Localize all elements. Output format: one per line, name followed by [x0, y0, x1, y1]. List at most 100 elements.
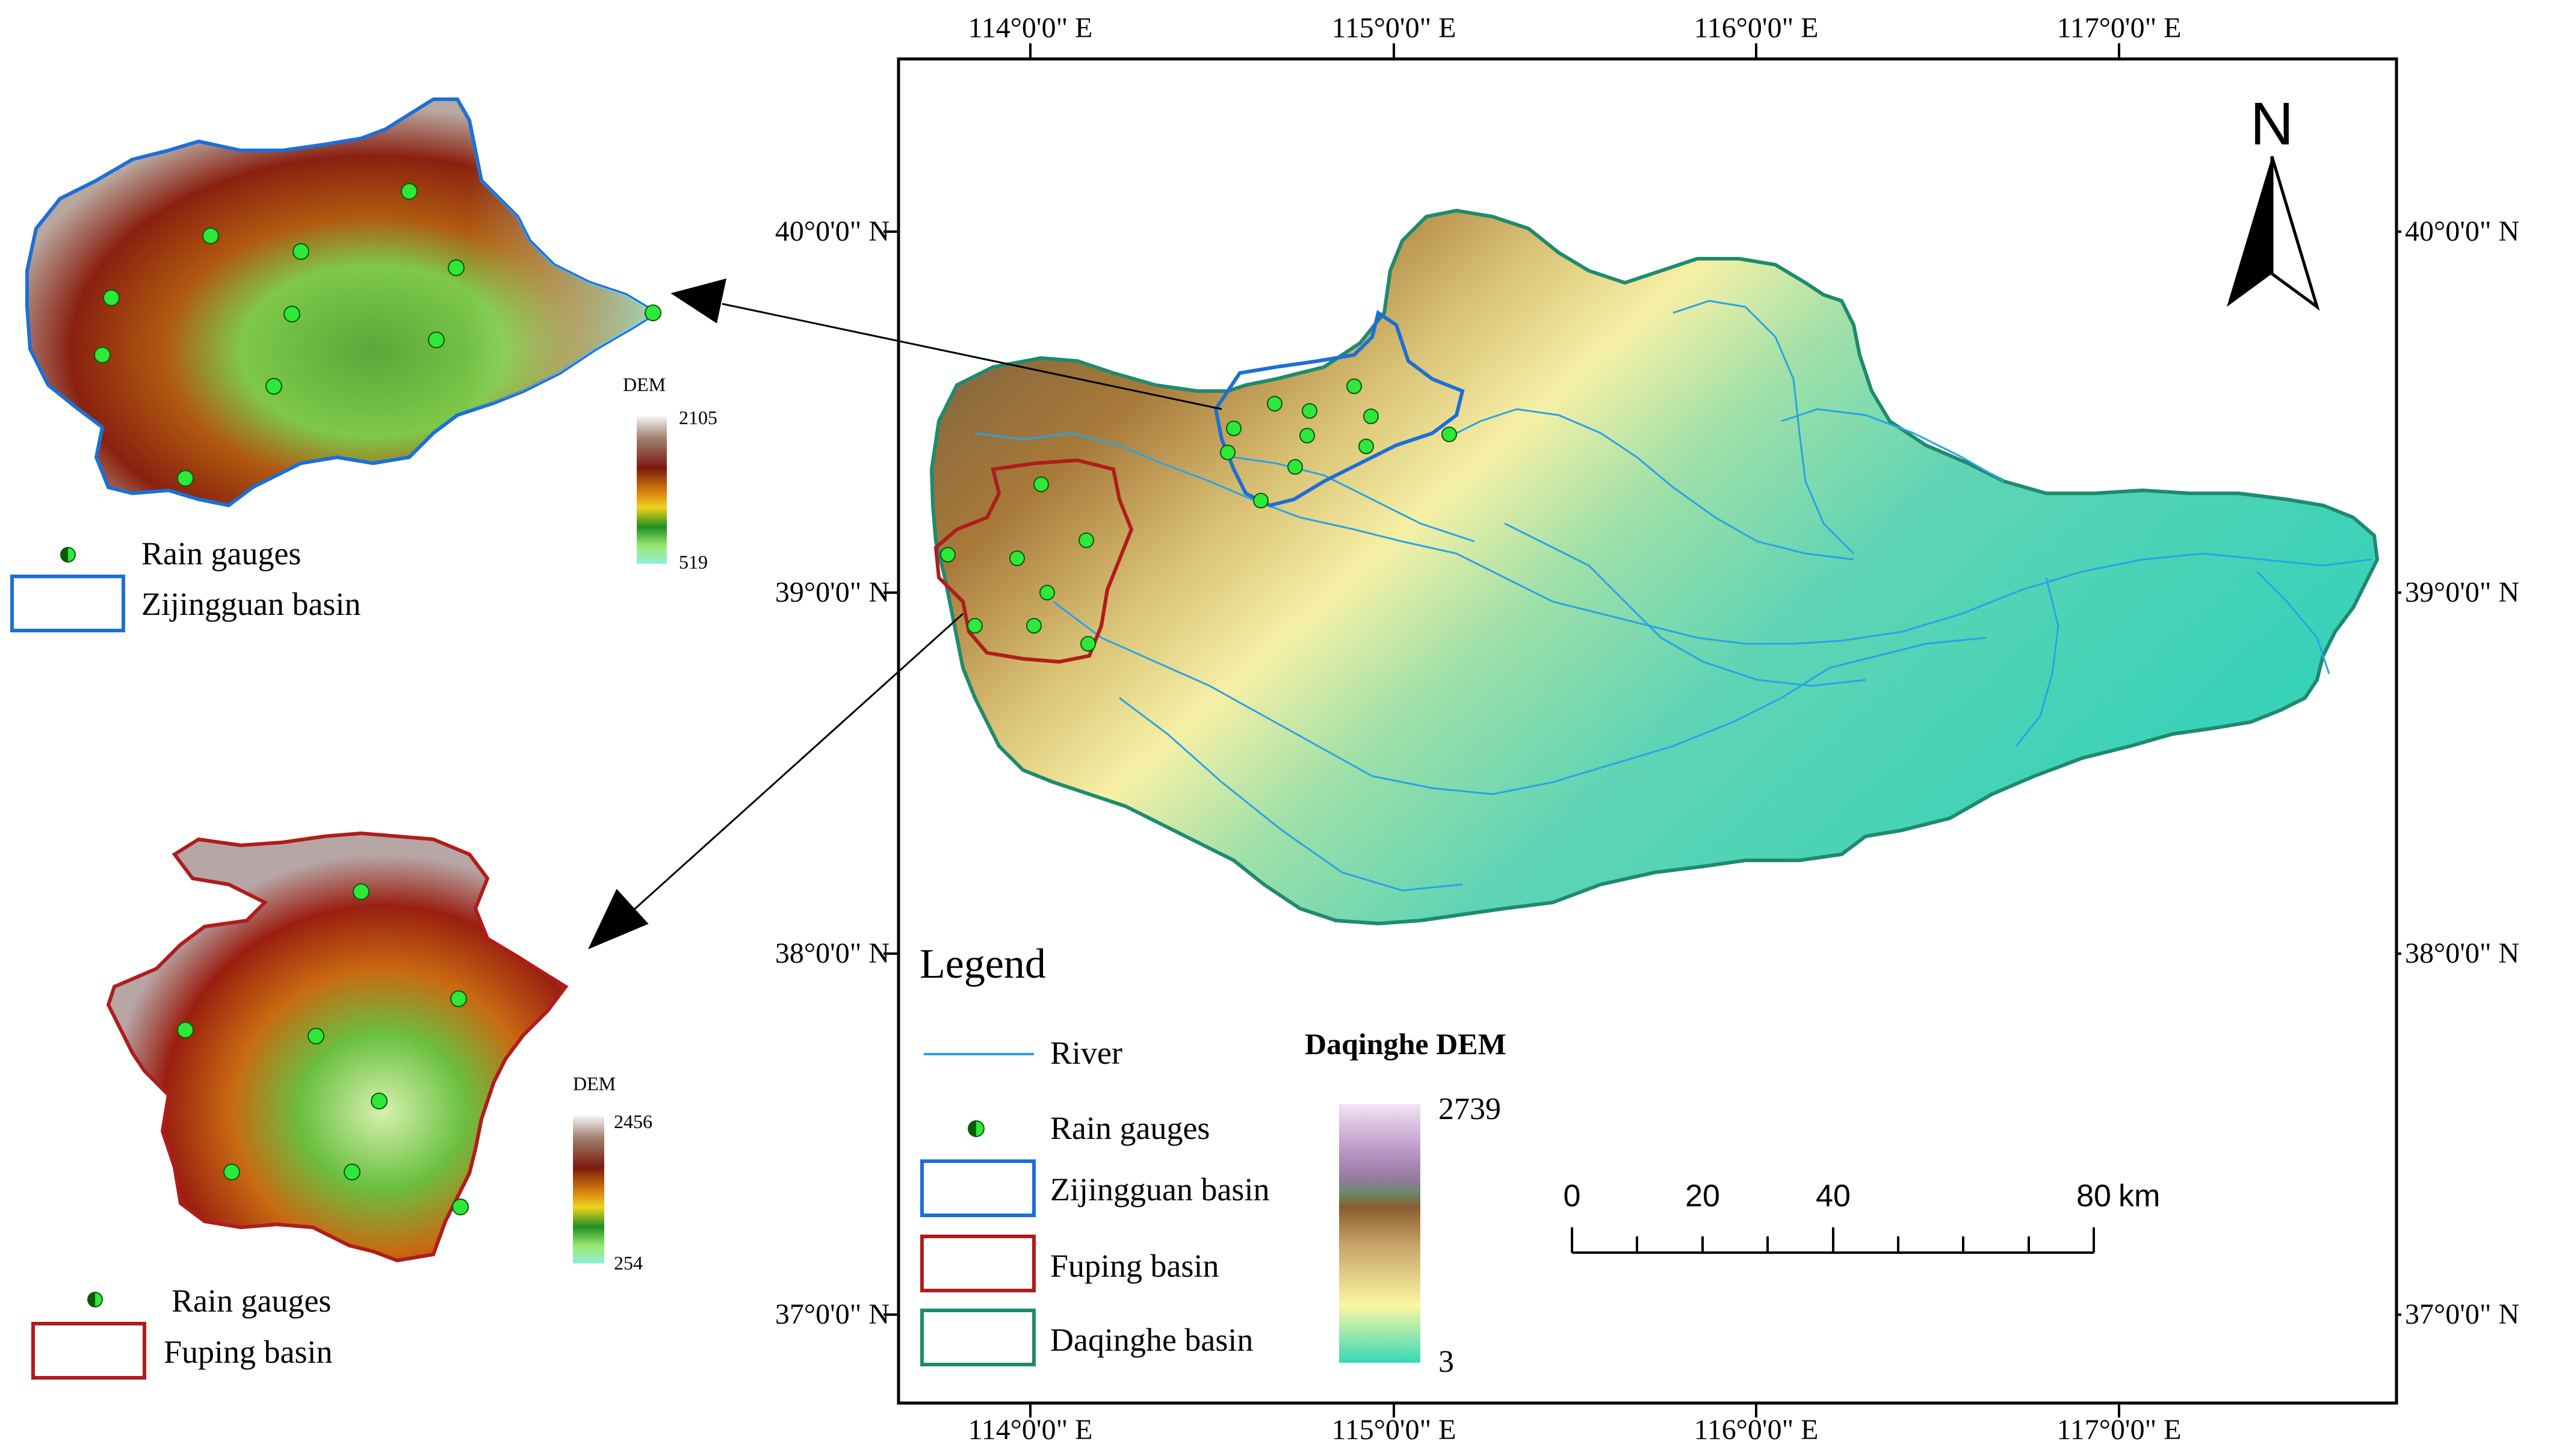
- rain-gauge-marker[interactable]: [452, 1198, 469, 1215]
- dem-legend-title: Daqinghe DEM: [1305, 1027, 1506, 1061]
- top-lon-label: 114°0'0" E: [968, 12, 1093, 44]
- fuping-dem-title: DEM: [573, 1073, 616, 1094]
- rain-gauge-marker[interactable]: [344, 1164, 360, 1180]
- connector-arrows: [587, 278, 1222, 949]
- fuping-dem-max: 2456: [614, 1111, 652, 1132]
- right-lat-label: 37°0'0" N: [2405, 1298, 2519, 1330]
- rain-gauge-marker[interactable]: [401, 183, 418, 200]
- right-lat-label: 38°0'0" N: [2405, 937, 2519, 969]
- legend-daqinghe-label: Daqinghe basin: [1050, 1322, 1253, 1358]
- legend-zijingguan-box: [920, 1159, 1036, 1217]
- bottom-lon-label: 114°0'0" E: [968, 1414, 1093, 1446]
- rain-gauge-marker[interactable]: [353, 883, 370, 900]
- rain-gauge-marker[interactable]: [448, 259, 465, 276]
- fuping-dem-min: 254: [614, 1252, 643, 1274]
- zijingguan-dem-max: 2105: [679, 407, 717, 428]
- rain-gauge-marker[interactable]: [1253, 493, 1269, 508]
- zijingguan-dem-min: 519: [679, 551, 708, 573]
- rain-gauge-marker[interactable]: [94, 347, 111, 363]
- legend-title: Legend: [920, 941, 1046, 987]
- rain-gauge-marker[interactable]: [202, 227, 219, 244]
- fuping-basin[interactable]: [933, 458, 1134, 664]
- rain-gauge-marker[interactable]: [283, 306, 300, 322]
- river: [1444, 408, 1854, 561]
- right-lat-label: 39°0'0" N: [2405, 576, 2519, 608]
- rain-gauge-marker[interactable]: [428, 332, 445, 348]
- north-arrow-left-half: [2227, 156, 2272, 307]
- rain-gauge-marker[interactable]: [1078, 532, 1094, 548]
- rain-gauge-marker[interactable]: [1363, 409, 1379, 424]
- rain-gauge-marker[interactable]: [1287, 459, 1303, 475]
- bottom-lon-label: 117°0'0" E: [2057, 1414, 2182, 1446]
- river: [1233, 456, 1475, 543]
- rain-gauge-marker[interactable]: [1220, 445, 1236, 460]
- rain-gauge-marker[interactable]: [1033, 477, 1049, 492]
- river-network: [974, 300, 2372, 892]
- rain-gauge-marker[interactable]: [1080, 636, 1096, 652]
- rain-gauge-marker[interactable]: [940, 547, 956, 563]
- rain-gauge-marker[interactable]: [1009, 551, 1025, 566]
- river: [1119, 697, 1463, 892]
- river: [974, 432, 2372, 645]
- fuping-legend-box: [31, 1322, 146, 1380]
- river: [1672, 300, 1855, 555]
- rain-gauge-marker[interactable]: [967, 618, 983, 634]
- legend-daqinghe-box: [920, 1309, 1036, 1366]
- bottom-lon-label: 115°0'0" E: [1332, 1414, 1456, 1446]
- zijingguan-dem-colorbar: [637, 416, 667, 564]
- scale-tick-40: 40: [1816, 1179, 1851, 1214]
- rain-gauge-marker[interactable]: [265, 378, 282, 395]
- zijingguan-inset: DEM 2105 519 Rain gauges Zijingguan basi…: [10, 97, 717, 632]
- rain-gauge-marker[interactable]: [292, 243, 309, 260]
- arrowhead-fuping: [587, 889, 649, 949]
- north-arrow: N: [2227, 90, 2320, 311]
- rain-gauge-marker[interactable]: [1441, 427, 1457, 442]
- rain-gauge-marker[interactable]: [1026, 618, 1042, 634]
- coordinate-labels: 114°0'0" E 115°0'0" E 116°0'0" E 117°0'0…: [775, 12, 2519, 1446]
- river: [1504, 522, 1866, 687]
- fuping-inset-basin[interactable]: [106, 831, 569, 1263]
- rain-gauge-marker[interactable]: [308, 1028, 324, 1044]
- rain-gauge-marker[interactable]: [177, 1022, 194, 1038]
- left-lat-label: 37°0'0" N: [775, 1298, 890, 1330]
- arrow-to-zijingguan: [722, 303, 1222, 410]
- scale-unit: km: [2118, 1179, 2160, 1214]
- rain-gauge-marker[interactable]: [1346, 378, 1362, 394]
- zijingguan-dem-title: DEM: [623, 374, 666, 395]
- zijingguan-legend-gauge-label: Rain gauges: [141, 535, 301, 572]
- coordinate-ticks: [883, 43, 2401, 1417]
- arrow-to-fuping: [631, 612, 964, 913]
- rain-gauge-marker[interactable]: [1358, 439, 1374, 454]
- rain-gauge-marker[interactable]: [1039, 585, 1055, 600]
- rain-gauge-marker[interactable]: [1299, 428, 1315, 443]
- dem-colorbar: [1339, 1104, 1420, 1363]
- dem-min-label: 3: [1438, 1345, 1454, 1379]
- rain-gauge-marker[interactable]: [177, 470, 194, 487]
- legend-gauge-symbol: [968, 1120, 985, 1137]
- rain-gauge-marker[interactable]: [450, 990, 467, 1007]
- legend-river-label: River: [1050, 1035, 1122, 1071]
- river: [2256, 570, 2330, 674]
- scale-tick-80: 80: [2076, 1179, 2111, 1214]
- left-lat-label: 38°0'0" N: [775, 937, 890, 969]
- legend-fuping-label: Fuping basin: [1050, 1248, 1219, 1284]
- rain-gauge-marker[interactable]: [1226, 421, 1242, 436]
- rain-gauge-marker[interactable]: [223, 1164, 240, 1180]
- scale-tick-0: 0: [1564, 1179, 1581, 1214]
- north-label: N: [2250, 90, 2294, 158]
- fuping-legend-gauge-symbol: [87, 1292, 103, 1307]
- river: [1781, 408, 2005, 483]
- right-lat-label: 40°0'0" N: [2405, 215, 2519, 247]
- map-frame: [897, 57, 2398, 1405]
- daqinghe-basin[interactable]: [929, 208, 2380, 926]
- rain-gauge-marker[interactable]: [103, 289, 120, 306]
- river: [1053, 600, 1987, 795]
- rain-gauge-marker[interactable]: [371, 1093, 388, 1109]
- legend-zijingguan-label: Zijingguan basin: [1050, 1171, 1269, 1208]
- rain-gauge-marker[interactable]: [1302, 403, 1317, 419]
- rain-gauge-marker[interactable]: [645, 304, 661, 321]
- rain-gauge-marker[interactable]: [1267, 396, 1283, 412]
- fuping-legend-gauge-label: Rain gauges: [172, 1283, 331, 1319]
- dem-max-label: 2739: [1438, 1092, 1501, 1126]
